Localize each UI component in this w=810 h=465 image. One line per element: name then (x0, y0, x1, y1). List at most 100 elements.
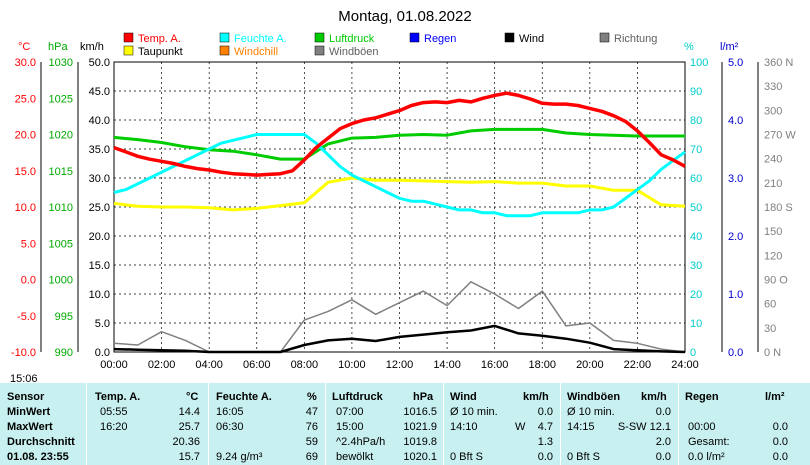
stat-rain-label: 00:00 (688, 421, 716, 433)
direction-tick-label: 30 (764, 323, 776, 335)
series-line-feuchte-a- (113, 133, 686, 218)
stat-temp: 15.7 (178, 451, 200, 463)
legend-swatch (219, 45, 230, 56)
header-rain-unit: l/m² (765, 391, 785, 403)
header-wind-unit: km/h (523, 391, 549, 403)
temp-tick-label: 0.0 (21, 275, 36, 287)
legend-swatch (314, 32, 325, 43)
temp-tick-label: -10.0 (11, 347, 36, 359)
stat-wind: 4.7 (537, 421, 553, 433)
direction-tick-label: 240 (764, 154, 782, 166)
temp-tick-label: 5.0 (21, 238, 36, 250)
legend-swatch (409, 32, 420, 43)
col-divider (560, 383, 561, 465)
wind-tick-label: 40.0 (89, 115, 110, 127)
left-axes: 30.0 25.0 20.0 15.0 10.0 5.0 0.0 -5.0 -10.0 1030 1… (11, 41, 110, 359)
x-tick-label: 20:00 (576, 359, 604, 371)
stat-hum-time: 06:30 (216, 421, 244, 433)
direction-tick-label: 0 N (764, 347, 781, 359)
stat-rain: 0.0 (772, 451, 788, 463)
humidity-tick-label: 20 (690, 289, 702, 301)
stat-wind-time: 14:10 (450, 421, 478, 433)
stat-press: 1019.8 (403, 436, 437, 448)
header-rain: Regen (685, 391, 719, 403)
stat-hum: 47 (305, 406, 318, 418)
rain-tick-label: 4.0 (728, 115, 743, 127)
stat-gust: 0.0 (655, 406, 671, 418)
stat-press: 1016.5 (403, 406, 437, 418)
stat-temp: 20.36 (172, 436, 200, 448)
temp-tick-label: 10.0 (15, 202, 36, 214)
x-tick-label: 08:00 (291, 359, 319, 371)
rain-tick-label: 1.0 (728, 289, 743, 301)
pressure-tick-label: 1010 (49, 202, 73, 214)
legend-label: Richtung (614, 33, 657, 45)
legend-swatch (314, 45, 325, 56)
temp-tick-label: -5.0 (17, 311, 36, 323)
x-tick-label: 10:00 (338, 359, 366, 371)
wind-tick-label: 15.0 (89, 260, 110, 272)
stat-temp-time: 05:55 (100, 406, 128, 418)
humidity-tick-label: 80 (690, 115, 702, 127)
stat-press-time: bewölkt (336, 451, 374, 463)
wind-tick-label: 25.0 (89, 202, 110, 214)
x-tick-label: 06:00 (243, 359, 271, 371)
humidity-axis-unit: % (684, 41, 694, 53)
wind-tick-label: 50.0 (89, 57, 110, 69)
stat-rain-label: Gesamt: (688, 436, 730, 448)
stat-press-time: 15:00 (336, 421, 364, 433)
right-axes: 10090807060504030201005.04.03.02.01.00.0… (684, 41, 796, 359)
col-divider (443, 383, 444, 465)
legend-label: Wind (519, 33, 544, 45)
x-tick-label: 24:00 (671, 359, 699, 371)
rain-tick-label: 3.0 (728, 173, 743, 185)
temp-tick-label: 20.0 (15, 130, 36, 142)
stat-hum-time: 9.24 g/m³ (216, 451, 263, 463)
header-hum-unit: % (307, 391, 317, 403)
rain-tick-label: 2.0 (728, 231, 743, 243)
legend-swatch (123, 45, 134, 56)
rain-tick-label: 0.0 (728, 347, 743, 359)
weather-chart: 00:00 02:00 04:00 06:00 08:00 10:00 12:00 14:00… (10, 8, 796, 383)
col-divider (86, 383, 87, 465)
stat-press-time: 07:00 (336, 406, 364, 418)
stat-gust-time: Ø 10 min. (567, 406, 615, 418)
stat-temp: 14.4 (178, 406, 200, 418)
stat-press-time: ^2.4hPa/h (336, 436, 386, 448)
temp-tick-label: 25.0 (15, 93, 36, 105)
stat-temp-time: 16:20 (100, 421, 128, 433)
x-tick-label: 16:00 (481, 359, 509, 371)
legend-label: Regen (424, 33, 456, 45)
direction-tick-label: 360 N (764, 57, 793, 69)
pressure-tick-label: 1015 (49, 166, 73, 178)
header-wind: Wind (450, 391, 477, 403)
series-line-taupunkt (113, 176, 686, 212)
stats-table: Sensor Temp. A. °C Feuchte A. % Luftdruc… (0, 383, 810, 465)
humidity-tick-label: 50 (690, 202, 702, 214)
series-line-temp-a- (113, 91, 686, 177)
pressure-tick-label: 1020 (49, 130, 73, 142)
wind-tick-label: 35.0 (89, 144, 110, 156)
pressure-tick-label: 1005 (49, 238, 73, 250)
header-temp: Temp. A. (95, 391, 141, 403)
wind-tick-label: 30.0 (89, 173, 110, 185)
wind-tick-label: 45.0 (89, 86, 110, 98)
stat-rain: 0.0 (772, 436, 788, 448)
legend-swatch (219, 32, 230, 43)
temp-tick-label: 15.0 (15, 166, 36, 178)
header-gust-unit: km/h (641, 391, 667, 403)
stat-hum: 69 (305, 451, 318, 463)
chart-title: Montag, 01.08.2022 (338, 8, 471, 25)
stat-hum-time: 16:05 (216, 406, 244, 418)
header-press-unit: hPa (413, 391, 434, 403)
stat-temp: 25.7 (178, 421, 200, 433)
legend-swatch (599, 32, 610, 43)
direction-tick-label: 150 (764, 226, 782, 238)
direction-tick-label: 210 (764, 178, 782, 190)
humidity-tick-label: 90 (690, 86, 702, 98)
x-tick-label: 00:00 (100, 359, 128, 371)
header-press: Luftdruck (332, 391, 383, 403)
stat-rain-label: 0.0 l/m² (688, 451, 725, 463)
col-divider (325, 383, 326, 465)
col-divider (678, 383, 679, 465)
